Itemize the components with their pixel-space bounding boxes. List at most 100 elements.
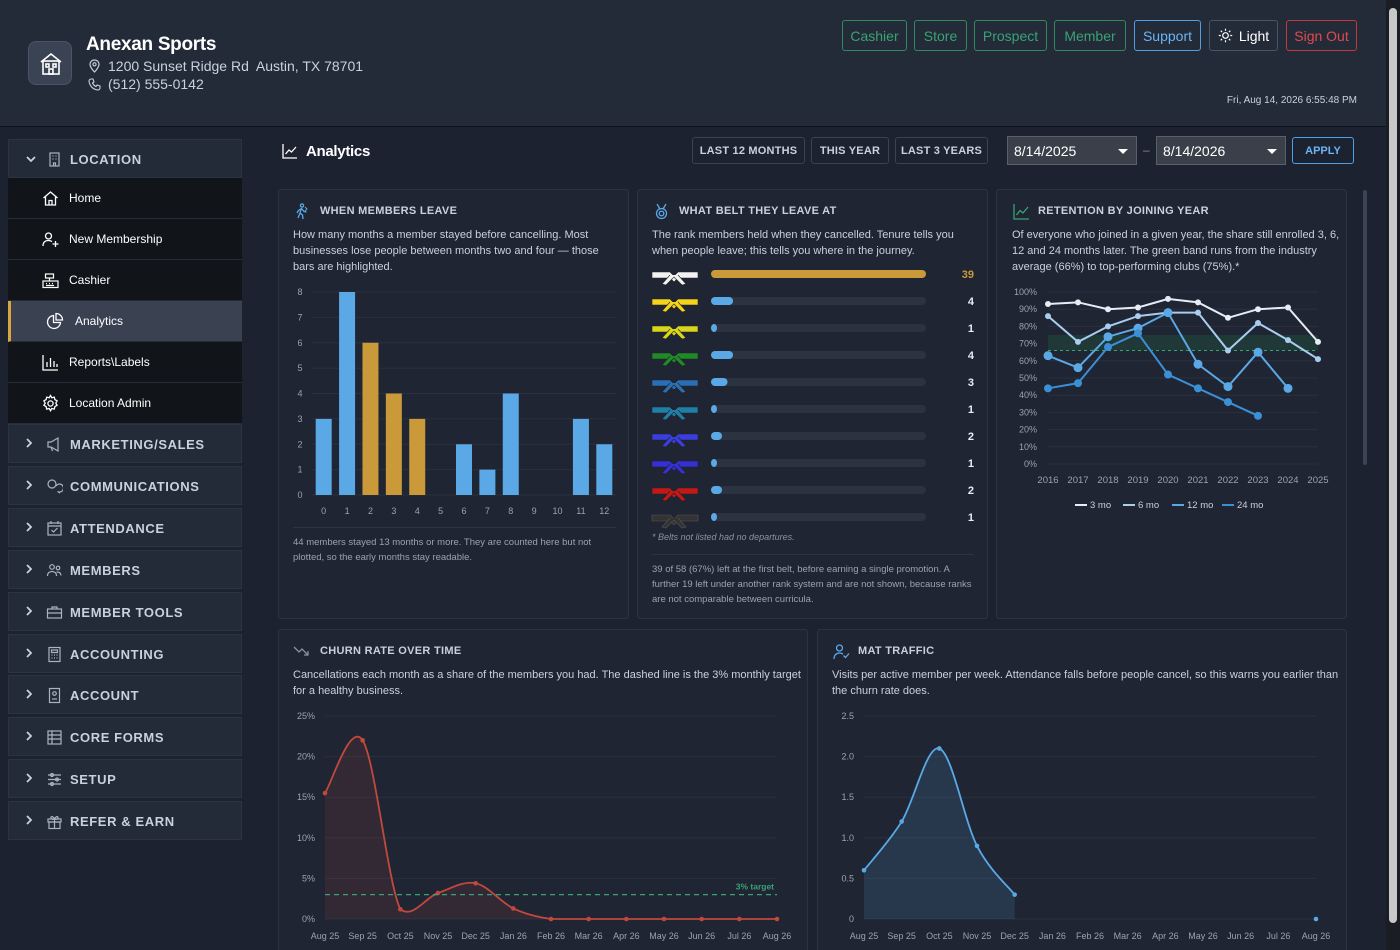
data-point bbox=[1075, 338, 1081, 345]
window-scrollbar-thumb[interactable] bbox=[1389, 8, 1397, 923]
y-tick-label: 1.0 bbox=[841, 833, 854, 843]
cashier-button[interactable]: Cashier bbox=[842, 20, 907, 51]
belt-black-icon bbox=[651, 514, 699, 529]
data-point bbox=[1225, 347, 1231, 354]
bar-track bbox=[711, 297, 926, 305]
content-scrollbar-thumb[interactable] bbox=[1363, 190, 1367, 465]
belt-knot bbox=[661, 355, 687, 367]
retention-line-chart: 0% 10% 20% 30% 40% 50% 60% 70% 80% 90% 100% 2016 201… bbox=[1014, 287, 1329, 511]
belt-knot bbox=[661, 301, 687, 313]
bar bbox=[711, 324, 717, 332]
range-last-12-months-button[interactable]: LAST 12 MONTHS bbox=[692, 137, 805, 164]
sidebar-section-members[interactable]: MEMBERS bbox=[8, 550, 242, 589]
sidebar-section-core-forms[interactable]: CORE FORMS bbox=[8, 717, 242, 756]
sidebar-section-attendance[interactable]: ATTENDANCE bbox=[8, 508, 242, 547]
prospect-button[interactable]: Prospect bbox=[974, 20, 1047, 51]
x-tick-label: Sep 25 bbox=[887, 931, 916, 941]
sidebar-section-title: CORE FORMS bbox=[70, 730, 165, 745]
sidebar-item-new-membership[interactable]: New Membership bbox=[8, 219, 242, 260]
y-tick-label: 7 bbox=[297, 312, 302, 322]
bar bbox=[409, 418, 426, 495]
business-address: 1200 Sunset Ridge Rd Austin, TX 78701 bbox=[88, 58, 363, 74]
sidebar-item-home[interactable]: Home bbox=[8, 178, 242, 219]
series-line bbox=[1047, 332, 1259, 417]
data-point bbox=[1255, 319, 1261, 326]
x-tick-label: 2021 bbox=[1187, 475, 1208, 486]
sidebar-section-communications[interactable]: COMMUNICATIONS bbox=[8, 466, 242, 505]
sidebar-item-reports-labels[interactable]: Reports\Labels bbox=[8, 342, 242, 383]
support-button[interactable]: Support bbox=[1134, 20, 1201, 51]
sidebar-section-marketing-sales[interactable]: MARKETING/SALES bbox=[8, 424, 242, 463]
sidebar-item-analytics[interactable]: Analytics bbox=[8, 301, 242, 342]
sidebar-section-refer-earn[interactable]: REFER & EARN bbox=[8, 801, 242, 840]
x-tick-label: Dec 25 bbox=[461, 931, 490, 941]
belt-yellow-icon bbox=[651, 298, 699, 313]
range-last-3-years-button[interactable]: LAST 3 YEARS bbox=[895, 137, 988, 164]
date-to-select[interactable]: 8/14/2026 bbox=[1156, 136, 1286, 165]
belt-blue-icon bbox=[651, 433, 699, 448]
sidebar-section-setup[interactable]: SETUP bbox=[8, 759, 242, 798]
chevron-down-icon bbox=[26, 156, 36, 163]
data-point bbox=[1135, 313, 1141, 320]
sidebar-item-cashier[interactable]: Cashier bbox=[8, 260, 242, 301]
light-theme-button[interactable]: Light bbox=[1209, 20, 1278, 51]
header: Anexan Sports 1200 Sunset Ridge Rd Austi… bbox=[0, 0, 1400, 127]
data-point bbox=[1165, 295, 1171, 302]
x-tick-label: Nov 25 bbox=[963, 931, 992, 941]
chevron-right-icon bbox=[26, 648, 33, 658]
y-tick-label: 10% bbox=[1019, 442, 1037, 452]
content-scrollbar[interactable] bbox=[1360, 190, 1370, 950]
x-tick-label: 4 bbox=[415, 506, 420, 516]
member-button[interactable]: Member bbox=[1054, 20, 1126, 51]
card-churn-rate-over-time: CHURN RATE OVER TIME Cancellations each … bbox=[278, 629, 808, 950]
date-from-select[interactable]: 8/14/2025 bbox=[1007, 136, 1137, 165]
data-point bbox=[699, 916, 704, 922]
bar bbox=[711, 270, 926, 278]
y-tick-label: 2 bbox=[297, 439, 302, 449]
divider bbox=[293, 527, 616, 528]
sidebar-section-title: ACCOUNT bbox=[70, 688, 140, 703]
y-tick-label: 0 bbox=[297, 490, 302, 500]
store-button[interactable]: Store bbox=[914, 20, 967, 51]
belt-knot bbox=[661, 409, 687, 421]
sign-out-button[interactable]: Sign Out bbox=[1286, 20, 1357, 51]
x-tick-label: Apr 26 bbox=[613, 931, 640, 941]
home-icon bbox=[43, 191, 58, 206]
data-point bbox=[1285, 304, 1291, 311]
sidebar-section-location[interactable]: LOCATION bbox=[8, 139, 242, 178]
range-this-year-button[interactable]: THIS YEAR bbox=[811, 137, 889, 164]
card-description: Cancellations each month as a share of t… bbox=[293, 669, 801, 697]
data-point bbox=[1195, 309, 1201, 316]
bar bbox=[479, 469, 496, 495]
sidebar-section-account[interactable]: ACCOUNT bbox=[8, 675, 242, 714]
y-tick-label: 0% bbox=[1024, 459, 1037, 469]
sun-icon bbox=[1218, 28, 1233, 43]
value-label: 3 bbox=[968, 377, 974, 389]
x-tick-label: 9 bbox=[532, 506, 537, 516]
x-tick-label: Jan 26 bbox=[1039, 931, 1066, 941]
toolbox-icon bbox=[46, 606, 63, 619]
card-mat-traffic: MAT TRAFFIC Visits per active member per… bbox=[817, 629, 1347, 950]
value-label: 2 bbox=[968, 485, 974, 497]
sidebar-section-title: REFER & EARN bbox=[70, 814, 175, 829]
apply-button[interactable]: APPLY bbox=[1292, 137, 1354, 164]
x-tick-label: 3 bbox=[391, 506, 396, 516]
business-name: Anexan Sports bbox=[86, 34, 217, 55]
y-tick-label: 70% bbox=[1019, 339, 1037, 349]
y-tick-label: 5 bbox=[297, 363, 302, 373]
data-point bbox=[1135, 304, 1141, 311]
sidebar-item-location-admin[interactable]: Location Admin bbox=[8, 383, 242, 424]
sidebar-section-title: SETUP bbox=[70, 772, 117, 787]
sidebar-item-label: New Membership bbox=[69, 232, 163, 246]
sidebar-section-member-tools[interactable]: MEMBER TOOLS bbox=[8, 592, 242, 631]
x-tick-label: Aug 26 bbox=[1302, 931, 1331, 941]
series-area bbox=[864, 748, 1015, 919]
belt-green-blue-icon bbox=[651, 379, 699, 394]
address-text: 1200 Sunset Ridge Rd Austin, TX 78701 bbox=[108, 58, 364, 74]
sidebar-section-accounting[interactable]: ACCOUNTING bbox=[8, 634, 242, 673]
legend-label: 3 mo bbox=[1090, 500, 1111, 511]
bar-track bbox=[711, 432, 926, 440]
x-tick-label: 2019 bbox=[1127, 475, 1148, 486]
value-label: 1 bbox=[968, 458, 974, 470]
window-scrollbar[interactable] bbox=[1386, 0, 1400, 950]
